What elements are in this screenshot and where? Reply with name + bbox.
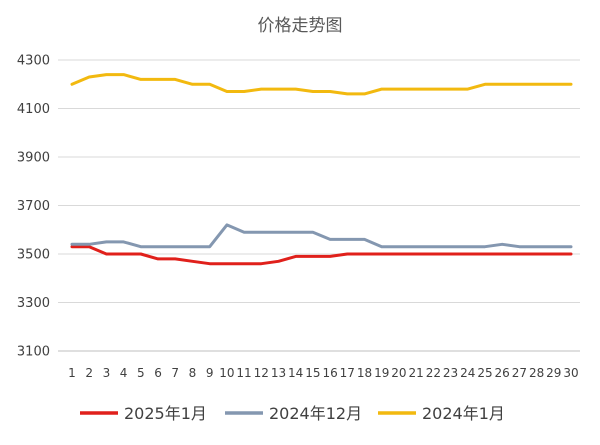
x-tick-label: 23 bbox=[443, 366, 458, 380]
x-tick-label: 21 bbox=[408, 366, 423, 380]
legend-label-3: 2024年1月 bbox=[422, 404, 505, 423]
series-lines bbox=[70, 73, 573, 266]
legend: 2025年1月 2024年12月 2024年1月 bbox=[80, 404, 505, 423]
x-axis-ticks: 1 2 3 4 5 6 7 8 9 10 11 12 13 14 15 16 17 18 19 20 21 22 23 24 2… bbox=[68, 366, 578, 380]
x-tick-label: 30 bbox=[563, 366, 578, 380]
x-tick-label: 1 bbox=[68, 366, 76, 380]
series-line-3 bbox=[70, 73, 573, 96]
x-tick-label: 8 bbox=[189, 366, 197, 380]
x-tick-label: 10 bbox=[219, 366, 234, 380]
legend-label-2: 2024年12月 bbox=[269, 404, 362, 423]
y-tick-label: 3300 bbox=[17, 296, 50, 311]
y-tick-label: 4300 bbox=[17, 54, 50, 69]
x-tick-label: 18 bbox=[357, 366, 372, 380]
x-tick-label: 13 bbox=[271, 366, 286, 380]
x-tick-label: 6 bbox=[154, 366, 162, 380]
x-tick-label: 26 bbox=[495, 366, 510, 380]
chart-title: 价格走势图 bbox=[258, 16, 343, 36]
x-tick-label: 17 bbox=[340, 366, 355, 380]
x-tick-label: 7 bbox=[171, 366, 179, 380]
grid-lines bbox=[58, 59, 580, 352]
series-line-2 bbox=[70, 223, 573, 249]
x-tick-label: 12 bbox=[254, 366, 269, 380]
y-tick-label: 3100 bbox=[17, 345, 50, 360]
x-tick-label: 25 bbox=[477, 366, 492, 380]
x-tick-label: 14 bbox=[288, 366, 303, 380]
x-tick-label: 2 bbox=[85, 366, 93, 380]
y-axis-ticks: 3100 3300 3500 3700 3900 4100 4300 bbox=[17, 54, 50, 360]
x-tick-label: 19 bbox=[374, 366, 389, 380]
x-tick-label: 16 bbox=[322, 366, 337, 380]
x-tick-label: 20 bbox=[391, 366, 406, 380]
x-tick-label: 29 bbox=[546, 366, 561, 380]
x-tick-label: 4 bbox=[120, 366, 128, 380]
y-tick-label: 3900 bbox=[17, 151, 50, 166]
x-tick-label: 24 bbox=[460, 366, 475, 380]
y-tick-label: 4100 bbox=[17, 102, 50, 117]
y-tick-label: 3500 bbox=[17, 248, 50, 263]
x-tick-label: 5 bbox=[137, 366, 145, 380]
series-line-1 bbox=[70, 245, 573, 266]
legend-label-1: 2025年1月 bbox=[124, 404, 207, 423]
y-tick-label: 3700 bbox=[17, 199, 50, 214]
x-tick-label: 15 bbox=[305, 366, 320, 380]
x-tick-label: 28 bbox=[529, 366, 544, 380]
x-tick-label: 27 bbox=[512, 366, 527, 380]
x-tick-label: 3 bbox=[103, 366, 111, 380]
x-tick-label: 22 bbox=[426, 366, 441, 380]
x-tick-label: 11 bbox=[236, 366, 251, 380]
x-tick-label: 9 bbox=[206, 366, 214, 380]
